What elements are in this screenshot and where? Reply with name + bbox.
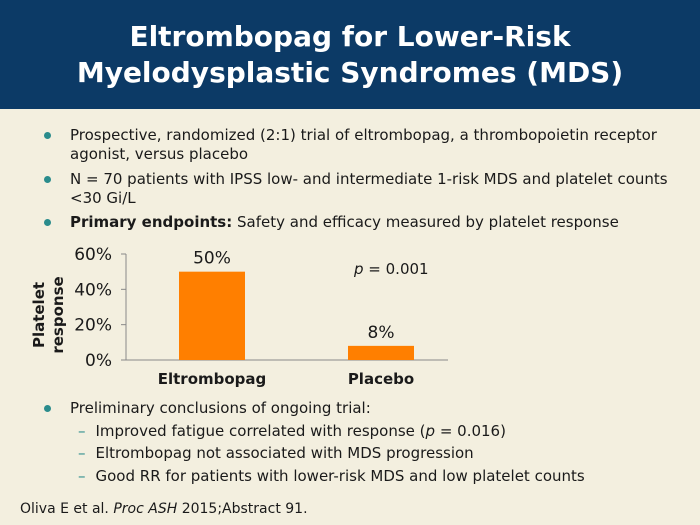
conclusion-text: Good RR for patients with lower-risk MDS… (95, 467, 585, 485)
y-tick-label: 60% (74, 245, 112, 265)
conclusions-heading: Preliminary conclusions of ongoing trial… (70, 399, 371, 417)
bar-data-label: 50% (193, 249, 231, 269)
conclusion-item: – Good RR for patients with lower-risk MD… (78, 467, 585, 486)
y-axis-label-line2: response (49, 276, 67, 353)
dash-icon: – (78, 444, 86, 462)
slide-title-line1: Eltrombopag for Lower-Risk (129, 19, 571, 53)
bullet-dot-icon (44, 219, 51, 226)
p-value-italic: p (353, 260, 364, 278)
reference-journal: Proc ASH (113, 501, 178, 517)
bullet-dot-icon (44, 132, 51, 139)
dash-icon: – (78, 467, 86, 485)
bullet-text: Primary endpoints: Safety and efficacy m… (70, 213, 674, 232)
bullet-item: N = 70 patients with IPSS low- and inter… (44, 170, 674, 208)
bar (348, 345, 414, 360)
conclusion-text: Eltrombopag not associated with MDS prog… (95, 444, 474, 462)
reference-citation: Oliva E et al. Proc ASH 2015;Abstract 91… (20, 500, 308, 518)
conclusion-text-pre: Improved fatigue correlated with respons… (95, 422, 426, 440)
bullet-dot-icon (44, 405, 51, 412)
bullet-item: Primary endpoints: Safety and efficacy m… (44, 213, 674, 232)
dash-icon: – (78, 422, 86, 440)
p-value-rest: = 0.001 (364, 260, 429, 278)
y-tick-label: 20% (74, 316, 112, 336)
title-bar: Eltrombopag for Lower-Risk Myelodysplast… (0, 0, 700, 109)
bullet-text: N = 70 patients with IPSS low- and inter… (70, 170, 668, 207)
bullet-bold-label: Primary endpoints: (70, 213, 233, 231)
bullet-dot-icon (44, 176, 51, 183)
y-axis-label-line1: Platelet (30, 282, 48, 348)
conclusions-heading-item: Preliminary conclusions of ongoing trial… (44, 399, 674, 418)
bar-data-label: 8% (368, 323, 395, 343)
slide-title-line2: Myelodysplastic Syndromes (MDS) (76, 55, 624, 89)
bullet-text: Prospective, randomized (2:1) trial of e… (70, 126, 657, 163)
conclusion-text-post: = 0.016) (435, 422, 506, 440)
bullet-item: Prospective, randomized (2:1) trial of e… (44, 126, 674, 164)
bullet-text-rest: Safety and efficacy measured by platelet… (232, 213, 619, 231)
bar (179, 271, 245, 360)
reference-rest: 2015;Abstract 91. (177, 501, 308, 517)
conclusion-text-italic: p (425, 422, 436, 440)
reference-authors: Oliva E et al. (20, 501, 114, 517)
conclusion-item: – Improved fatigue correlated with respon… (78, 422, 506, 441)
conclusion-item: – Eltrombopag not associated with MDS pro… (78, 444, 474, 463)
platelet-response-chart: 0% 20% 40% 60% Platelet response 50% Eltrombopa… (30, 245, 448, 388)
x-tick-label: Placebo (348, 370, 414, 388)
x-tick-label: Eltrombopag (158, 370, 267, 388)
y-tick-label: 40% (74, 280, 112, 300)
p-value-annotation: p = 0.001 (353, 260, 429, 278)
y-tick-label: 0% (85, 351, 112, 371)
